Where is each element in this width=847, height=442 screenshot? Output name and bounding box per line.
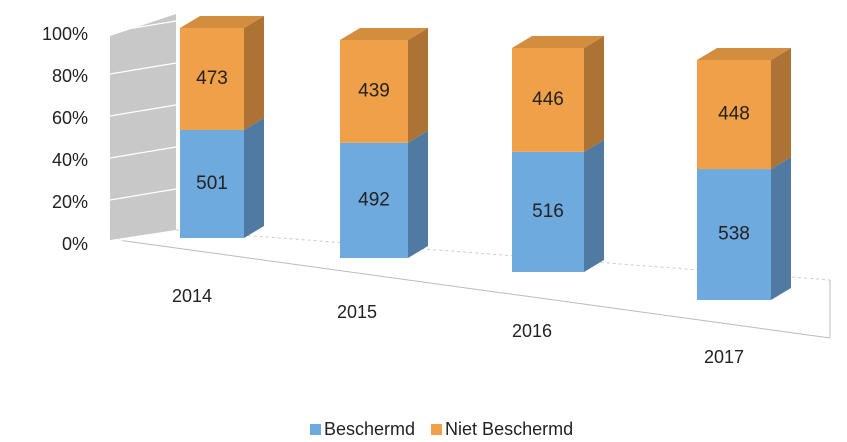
bar-side [408,28,428,143]
x-tick-label: 2017 [704,347,744,367]
data-label: 448 [718,104,750,125]
data-label: 473 [196,68,228,89]
bar-top [180,16,264,28]
bar-front [697,169,771,300]
bar-side [408,130,428,258]
bar-front [180,129,244,238]
grid-line [109,188,177,201]
bar-front [512,48,584,152]
bar-top [512,36,604,48]
bar-top [697,48,791,60]
bar-side [244,117,264,238]
data-label: 516 [532,201,564,222]
data-label: 446 [532,89,564,110]
x-tick-label: 2014 [172,286,212,306]
data-label: 492 [358,189,390,210]
x-tick-label: 2016 [512,321,552,341]
data-label: 439 [358,80,390,101]
y-tick-label: 60% [52,108,88,128]
bar-front [180,28,244,130]
bar-side [584,36,604,152]
grid-line [109,104,177,117]
y-tick-label: 80% [52,66,88,86]
legend-label: Niet Beschermd [445,419,573,439]
grid-line [109,62,177,75]
grid-line [109,20,177,33]
floor-edge [117,239,831,339]
bar-front [340,142,408,258]
grid-line [109,146,177,159]
y-tick-label: 0% [62,234,88,254]
back-wall [110,14,176,240]
legend-swatch [310,424,321,435]
grid-line [109,230,177,243]
data-label: 501 [196,173,228,194]
y-tick-label: 40% [52,150,88,170]
bar-side [244,16,264,130]
y-tick-label: 20% [52,192,88,212]
bar-side [584,139,604,272]
bar-side [771,48,791,170]
x-tick-label: 2015 [337,302,377,322]
legend-label: Beschermd [324,419,415,439]
bar-side [771,157,791,300]
data-label: 538 [718,224,750,245]
legend-swatch [431,424,443,435]
y-tick-label: 100% [42,24,88,44]
bar-top [340,28,428,40]
bar-front [512,151,584,272]
bar-front [340,40,408,143]
bar-front [697,60,771,170]
